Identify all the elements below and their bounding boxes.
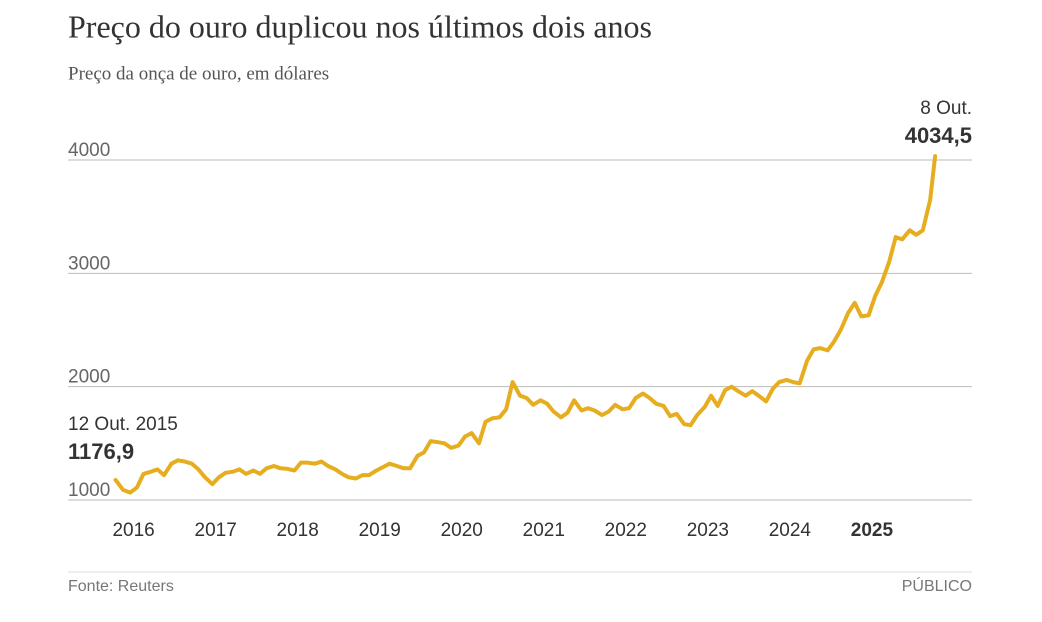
y-tick-label: 3000	[68, 253, 110, 274]
x-tick-label: 2022	[605, 520, 647, 541]
y-tick-label: 1000	[68, 480, 110, 501]
x-tick-label: 2017	[195, 520, 237, 541]
y-tick-label: 2000	[68, 367, 110, 388]
chart-subtitle: Preço da onça de ouro, em dólares	[68, 63, 329, 84]
x-tick-label: 2018	[277, 520, 319, 541]
x-tick-label: 2016	[112, 520, 154, 541]
annotation-value: 1176,9	[68, 439, 134, 464]
x-tick-label: 2019	[359, 520, 401, 541]
annotation-text: 8 Out.	[920, 98, 972, 119]
x-tick-label: 2020	[441, 520, 483, 541]
brand: PÚBLICO	[902, 576, 972, 595]
x-tick-label: 2024	[769, 520, 812, 541]
x-tick-label: 2023	[687, 520, 729, 541]
annotation-value: 4034,5	[905, 123, 972, 148]
chart-title: Preço do ouro duplicou nos últimos dois …	[68, 8, 652, 44]
x-tick-label: 2025	[851, 520, 894, 541]
source: Fonte: Reuters	[68, 578, 174, 595]
annotation-text: 12 Out. 2015	[68, 414, 178, 435]
y-tick-label: 4000	[68, 140, 110, 161]
line-series	[113, 154, 938, 495]
x-tick-label: 2021	[523, 520, 565, 541]
